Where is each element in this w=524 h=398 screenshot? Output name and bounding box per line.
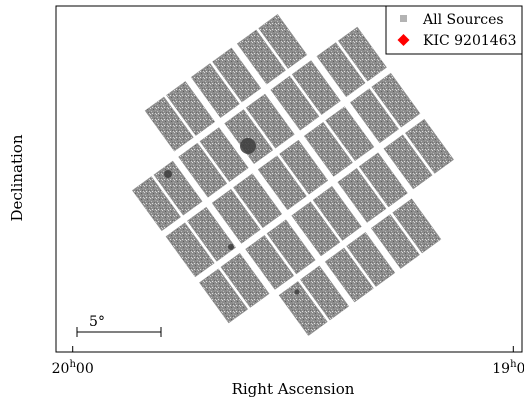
ccd-module	[303, 106, 375, 177]
ccd-module	[178, 127, 249, 198]
ccd-module	[144, 81, 216, 152]
ccd-module	[316, 26, 387, 98]
legend: All Sources KIC 9201463	[385, 5, 523, 55]
dense-cluster	[164, 170, 172, 178]
legend-marker-target	[397, 34, 410, 46]
ccd-module	[245, 219, 316, 290]
ccd-module	[370, 198, 442, 269]
ccd-module	[349, 72, 421, 144]
source-footprint	[131, 13, 455, 337]
plot-frame	[55, 5, 523, 353]
dense-cluster	[228, 244, 234, 250]
x-tick-label-20h: 20h00	[52, 359, 94, 377]
ccd-module	[236, 13, 308, 85]
ccd-module	[199, 252, 270, 324]
ccd-module	[257, 139, 329, 211]
ccd-module	[190, 47, 262, 119]
scale-bar: 5°	[76, 314, 162, 337]
ccd-module	[211, 173, 283, 244]
y-axis-label: Declination	[8, 134, 26, 221]
dense-cluster	[240, 138, 256, 154]
ccd-module	[383, 118, 455, 190]
ccd-module	[270, 60, 341, 131]
ccd-module	[165, 206, 237, 278]
x-axis-label: Right Ascension	[232, 380, 355, 398]
dense-cluster	[294, 289, 300, 295]
legend-label-target: KIC 9201463	[423, 33, 517, 49]
ccd-module	[291, 185, 362, 257]
scale-bar-label: 5°	[89, 314, 105, 330]
x-tick-label-19h: 19h00	[492, 359, 524, 377]
legend-box	[385, 5, 523, 55]
ccd-module	[324, 231, 396, 303]
legend-marker-all-sources	[400, 15, 407, 22]
x-axis-ticks: 20h00 19h00	[52, 346, 524, 377]
ccd-module	[278, 265, 350, 337]
legend-label-all-sources: All Sources	[422, 12, 504, 28]
ccd-module	[337, 152, 408, 223]
